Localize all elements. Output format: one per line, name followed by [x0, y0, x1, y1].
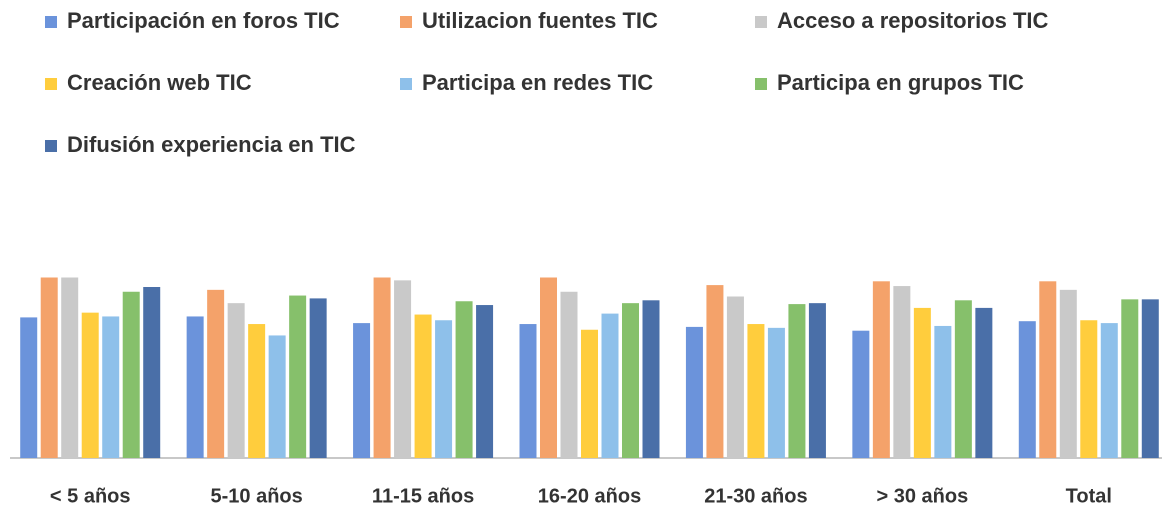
bar [601, 313, 619, 458]
legend-swatch [755, 16, 767, 28]
bar [81, 312, 99, 458]
legend-label: Participa en grupos TIC [777, 70, 1024, 95]
bar [268, 335, 286, 458]
bar [143, 287, 161, 458]
legend-label: Participación en foros TIC [67, 8, 340, 33]
x-tick-label: < 5 años [50, 485, 131, 507]
legend-label: Participa en redes TIC [422, 70, 653, 95]
bar [1141, 299, 1159, 458]
bar [872, 281, 890, 458]
bar [726, 296, 744, 458]
bar [373, 277, 391, 458]
bar [954, 300, 972, 458]
legend-swatch [45, 140, 57, 152]
bar [975, 307, 993, 458]
bar [20, 317, 38, 458]
bar [852, 330, 870, 458]
legend-label: Creación web TIC [67, 70, 252, 95]
x-tick-label: 11-15 años [372, 485, 474, 507]
bar [934, 325, 952, 458]
bar [309, 298, 327, 458]
bar [808, 303, 826, 458]
bar [476, 305, 494, 458]
bar [455, 301, 473, 458]
bar [706, 285, 724, 458]
legend-swatch [400, 78, 412, 90]
bar [248, 324, 266, 458]
bar [227, 303, 245, 458]
bar [394, 280, 412, 458]
bar [1059, 289, 1077, 458]
bar [1018, 321, 1036, 458]
bar [767, 327, 785, 458]
bar [289, 295, 307, 458]
x-tick-label: Total [1066, 485, 1112, 507]
legend-swatch [400, 16, 412, 28]
x-tick-label: 5-10 años [211, 485, 303, 507]
legend-swatch [755, 78, 767, 90]
x-tick-label: > 30 años [876, 485, 968, 507]
bar [122, 291, 140, 458]
x-tick-label: 16-20 años [538, 485, 641, 507]
legend-swatch [45, 16, 57, 28]
bar [685, 326, 703, 458]
bar [519, 324, 537, 458]
bar [1039, 281, 1057, 458]
bar [207, 289, 225, 458]
legend-label: Utilizacion fuentes TIC [422, 8, 658, 33]
legend-label: Difusión experiencia en TIC [67, 132, 356, 157]
bar [61, 277, 79, 458]
legend-label: Acceso a repositorios TIC [777, 8, 1049, 33]
bar [414, 314, 432, 458]
bar [353, 323, 371, 458]
bar [642, 300, 660, 458]
bar [1100, 323, 1118, 458]
bar [581, 329, 598, 458]
bar [1121, 299, 1139, 458]
x-tick-label: 21-30 años [704, 485, 807, 507]
bar [540, 277, 557, 458]
bar [913, 307, 931, 458]
bar [788, 304, 806, 458]
bar [102, 316, 120, 458]
legend-swatch [45, 78, 57, 90]
bar [40, 277, 58, 458]
bar [435, 320, 453, 458]
bar [893, 286, 911, 458]
bar [622, 303, 639, 458]
bar [747, 324, 765, 458]
bar [186, 316, 204, 458]
bar [1080, 320, 1098, 458]
bar [560, 291, 578, 458]
